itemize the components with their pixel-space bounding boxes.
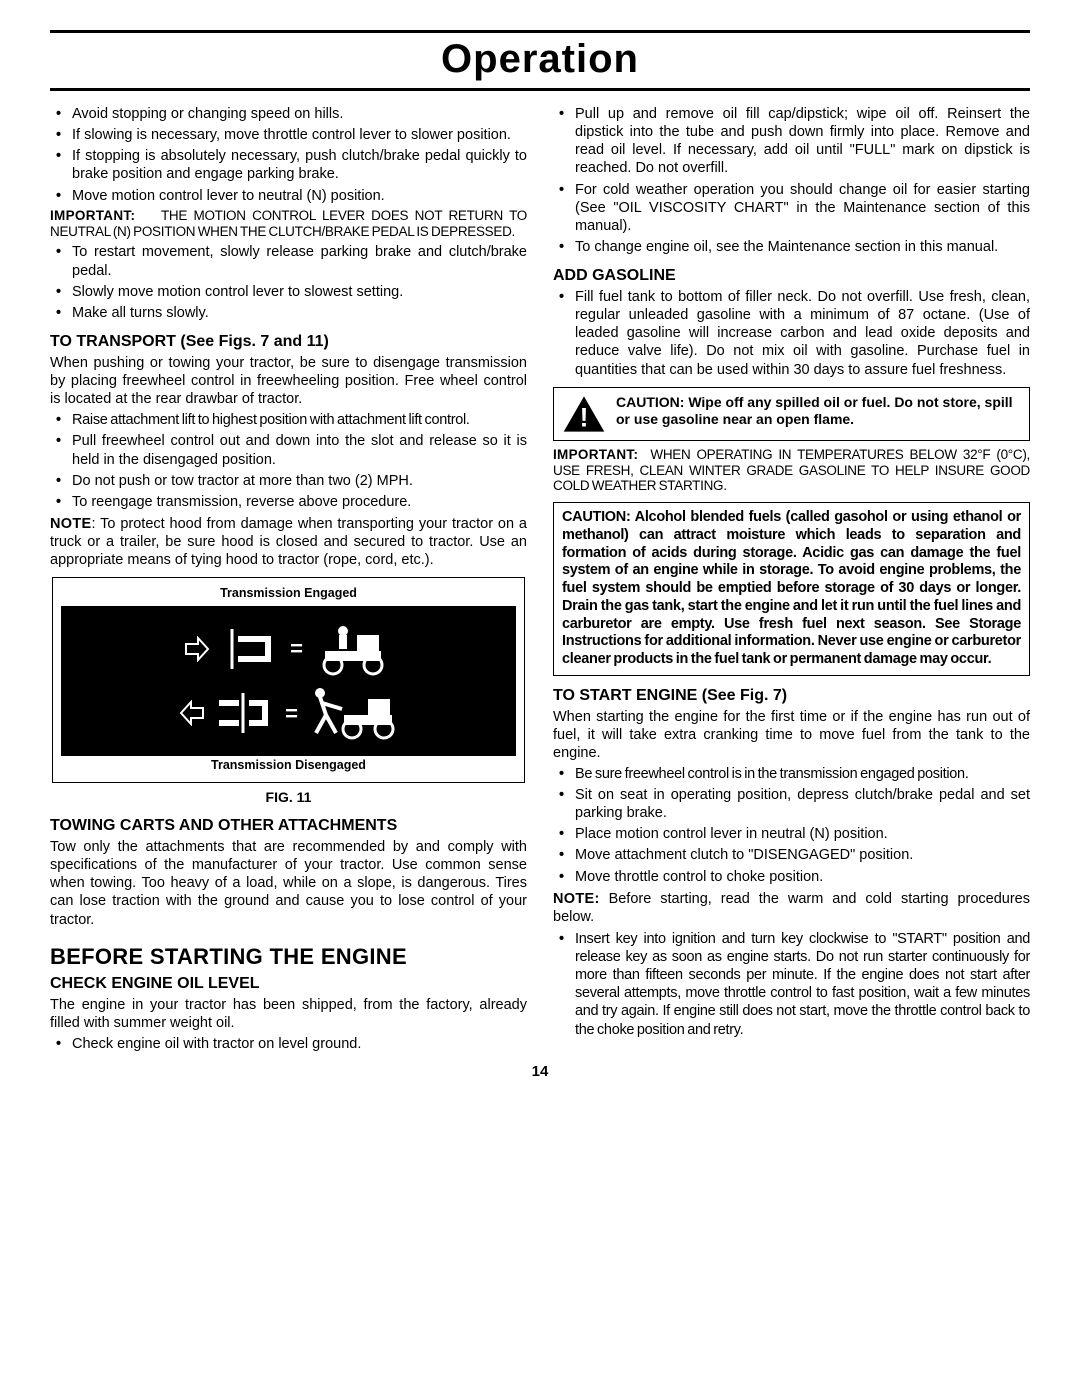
page-title: Operation [50, 37, 1030, 82]
figure-11-illustration: = = [61, 606, 516, 756]
important-label: IMPORTANT: [50, 208, 135, 223]
list-item: Check engine oil with tractor on level g… [50, 1035, 527, 1053]
check-oil-heading: CHECK ENGINE OIL LEVEL [50, 974, 527, 994]
list-item: Pull freewheel control out and down into… [50, 432, 527, 468]
riding-tractor-icon [313, 621, 393, 677]
right-column: Pull up and remove oil fill cap/dipstick… [553, 105, 1030, 1057]
fig-bot-label: Transmission Disengaged [61, 758, 516, 774]
list-item: Slowly move motion control lever to slow… [50, 283, 527, 301]
list-item: Be sure freewheel control is in the tran… [553, 765, 1030, 783]
caution-box-1: ! CAUTION: Wipe off any spilled oil or f… [553, 387, 1030, 441]
start-note: NOTE: Before starting, read the warm and… [553, 890, 1030, 926]
towing-para: Tow only the attachments that are recomm… [50, 838, 527, 929]
list-item: Move attachment clutch to "DISENGAGED" p… [553, 846, 1030, 864]
list-item: Fill fuel tank to bottom of filler neck.… [553, 288, 1030, 379]
list-item: Insert key into ignition and turn key cl… [553, 930, 1030, 1039]
caution-box-2: CAUTION: Alcohol blended fuels (called g… [553, 502, 1030, 675]
note-label: NOTE [50, 516, 91, 532]
equals-icon: = [290, 635, 303, 663]
check-oil-bullets: Check engine oil with tractor on level g… [50, 1035, 527, 1053]
pushing-tractor-icon [308, 685, 398, 741]
figure-11-box: Transmission Engaged = = Transmission Di… [52, 577, 525, 782]
list-item: For cold weather operation you should ch… [553, 181, 1030, 235]
arrow-left-icon [179, 700, 205, 726]
lever-out-icon [215, 688, 275, 738]
towing-heading: TOWING CARTS AND OTHER ATTACHMENTS [50, 816, 527, 836]
list-item: Sit on seat in operating position, depre… [553, 786, 1030, 822]
list-item: Move throttle control to choke position. [553, 868, 1030, 886]
list-item: Avoid stopping or changing speed on hill… [50, 105, 527, 123]
gas-bullets: Fill fuel tank to bottom of filler neck.… [553, 288, 1030, 379]
transport-bullets: Raise attachment lift to highest positio… [50, 411, 527, 511]
fig-caption: FIG. 11 [50, 789, 527, 807]
warning-triangle-icon: ! [562, 394, 606, 434]
start-engine-heading: TO START ENGINE (See Fig. 7) [553, 686, 1030, 706]
list-item: To change engine oil, see the Maintenanc… [553, 238, 1030, 256]
transport-heading: TO TRANSPORT (See Figs. 7 and 11) [50, 332, 527, 352]
transport-note: NOTE: To protect hood from damage when t… [50, 515, 527, 569]
start-bullets: Be sure freewheel control is in the tran… [553, 765, 1030, 886]
list-item: Move motion control lever to neutral (N)… [50, 187, 527, 205]
bullet-list: To restart movement, slowly release park… [50, 243, 527, 322]
fig-top-label: Transmission Engaged [61, 586, 516, 602]
caution-1-text: CAUTION: Wipe off any spilled oil or fue… [616, 394, 1021, 428]
list-item: Raise attachment lift to highest positio… [50, 411, 527, 429]
oil-bullets: Pull up and remove oil fill cap/dipstick… [553, 105, 1030, 256]
list-item: To reengage transmission, reverse above … [50, 493, 527, 511]
add-gasoline-heading: ADD GASOLINE [553, 266, 1030, 286]
list-item: Place motion control lever in neutral (N… [553, 825, 1030, 843]
transport-para: When pushing or towing your tractor, be … [50, 354, 527, 408]
lever-in-icon [220, 624, 280, 674]
svg-text:!: ! [580, 402, 589, 432]
page-rule-top [50, 30, 1030, 33]
list-item: To restart movement, slowly release park… [50, 243, 527, 279]
intro-bullet-list: Avoid stopping or changing speed on hill… [50, 105, 527, 205]
page-rule-bottom [50, 88, 1030, 91]
important-note: IMPORTANT: THE MOTION CONTROL LEVER DOES… [50, 208, 527, 240]
equals-icon: = [285, 700, 298, 728]
final-bullets: Insert key into ignition and turn key cl… [553, 930, 1030, 1039]
left-column: Avoid stopping or changing speed on hill… [50, 105, 527, 1057]
list-item: Make all turns slowly. [50, 304, 527, 322]
start-engine-para: When starting the engine for the first t… [553, 708, 1030, 762]
list-item: Do not push or tow tractor at more than … [50, 472, 527, 490]
arrow-right-icon [184, 636, 210, 662]
list-item: Pull up and remove oil fill cap/dipstick… [553, 105, 1030, 178]
important-cold-note: IMPORTANT: WHEN OPERATING IN TEMPERATURE… [553, 447, 1030, 495]
before-starting-heading: BEFORE STARTING THE ENGINE [50, 943, 527, 971]
note-text: Before starting, read the warm and cold … [553, 891, 1030, 925]
note-text: : To protect hood from damage when trans… [50, 516, 527, 568]
page-number: 14 [50, 1063, 1030, 1080]
note-label: NOTE: [553, 891, 600, 907]
check-oil-para: The engine in your tractor has been ship… [50, 996, 527, 1032]
list-item: If slowing is necessary, move throttle c… [50, 126, 527, 144]
list-item: If stopping is absolutely necessary, pus… [50, 147, 527, 183]
important-label: IMPORTANT: [553, 447, 638, 462]
